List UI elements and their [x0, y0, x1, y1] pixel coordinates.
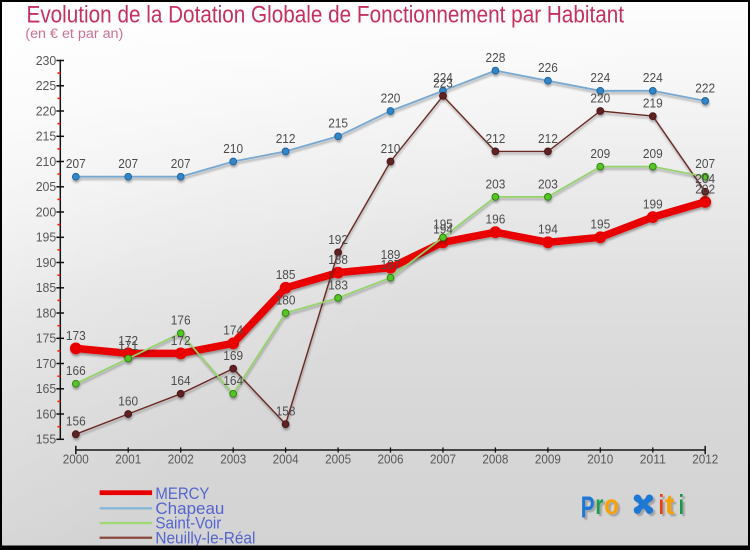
svg-text:203: 203: [486, 176, 506, 191]
svg-text:204: 204: [695, 171, 715, 186]
svg-text:2008: 2008: [482, 452, 508, 467]
svg-text:210: 210: [223, 141, 243, 156]
svg-text:172: 172: [118, 333, 138, 348]
svg-text:171: 171: [118, 338, 138, 353]
svg-text:207: 207: [66, 156, 86, 171]
svg-text:2010: 2010: [587, 452, 613, 467]
svg-text:189: 189: [381, 247, 401, 262]
svg-text:228: 228: [486, 50, 506, 65]
svg-text:200: 200: [36, 204, 57, 219]
svg-text:219: 219: [643, 96, 663, 111]
svg-text:173: 173: [66, 328, 86, 343]
svg-text:158: 158: [276, 404, 296, 419]
svg-text:180: 180: [276, 292, 296, 307]
svg-text:190: 190: [36, 255, 57, 270]
svg-text:224: 224: [643, 70, 663, 85]
svg-text:169: 169: [223, 348, 243, 363]
svg-text:i: i: [659, 489, 664, 520]
svg-text:i: i: [679, 489, 684, 520]
svg-text:215: 215: [328, 116, 348, 131]
svg-text:209: 209: [590, 146, 610, 161]
svg-text:226: 226: [538, 60, 558, 75]
svg-text:2001: 2001: [115, 452, 141, 467]
svg-text:187: 187: [381, 257, 401, 272]
svg-text:185: 185: [276, 267, 296, 282]
svg-text:220: 220: [36, 103, 57, 118]
svg-text:222: 222: [695, 80, 715, 95]
svg-text:224: 224: [433, 70, 453, 85]
svg-text:Saint-Voir: Saint-Voir: [155, 514, 221, 533]
svg-text:165: 165: [36, 381, 57, 396]
svg-text:223: 223: [433, 75, 453, 90]
svg-text:2004: 2004: [273, 452, 299, 467]
svg-text:202: 202: [695, 181, 715, 196]
svg-text:207: 207: [171, 156, 191, 171]
svg-text:174: 174: [223, 323, 243, 338]
svg-text:o: o: [604, 489, 619, 520]
svg-text:2009: 2009: [535, 452, 561, 467]
svg-text:2002: 2002: [168, 452, 194, 467]
svg-text:t: t: [665, 489, 675, 520]
svg-text:155: 155: [36, 432, 57, 447]
svg-text:160: 160: [118, 393, 138, 408]
svg-text:156: 156: [66, 414, 86, 429]
svg-text:MERCY: MERCY: [155, 484, 209, 503]
svg-text:195: 195: [590, 217, 610, 232]
svg-text:172: 172: [171, 333, 191, 348]
svg-text:220: 220: [381, 90, 401, 105]
svg-text:188: 188: [328, 252, 348, 267]
svg-text:2012: 2012: [692, 452, 718, 467]
svg-text:212: 212: [538, 131, 558, 146]
svg-text:2006: 2006: [378, 452, 404, 467]
svg-text:(en € et par an): (en € et par an): [25, 26, 123, 42]
svg-text:209: 209: [643, 146, 663, 161]
svg-text:170: 170: [36, 356, 57, 371]
svg-text:205: 205: [36, 179, 57, 194]
svg-text:224: 224: [590, 70, 610, 85]
svg-text:203: 203: [538, 176, 558, 191]
svg-text:210: 210: [381, 141, 401, 156]
svg-text:207: 207: [695, 156, 715, 171]
svg-text:183: 183: [328, 277, 348, 292]
svg-text:2007: 2007: [430, 452, 456, 467]
svg-text:192: 192: [328, 232, 348, 247]
svg-text:195: 195: [36, 230, 57, 245]
svg-text:220: 220: [590, 90, 610, 105]
svg-text:212: 212: [486, 131, 506, 146]
svg-text:207: 207: [118, 156, 138, 171]
svg-text:Neuilly-le-Réal: Neuilly-le-Réal: [155, 528, 255, 547]
svg-text:160: 160: [36, 406, 57, 421]
svg-text:215: 215: [36, 129, 57, 144]
svg-text:194: 194: [433, 222, 453, 237]
svg-text:185: 185: [36, 280, 57, 295]
svg-text:166: 166: [66, 363, 86, 378]
svg-text:175: 175: [36, 331, 57, 346]
svg-text:P: P: [581, 490, 595, 524]
svg-text:196: 196: [486, 212, 506, 227]
svg-text:199: 199: [643, 197, 663, 212]
svg-text:195: 195: [433, 217, 453, 232]
svg-text:2003: 2003: [220, 452, 246, 467]
svg-text:2011: 2011: [640, 452, 666, 467]
svg-text:176: 176: [171, 313, 191, 328]
svg-text:194: 194: [538, 222, 558, 237]
svg-text:r: r: [595, 489, 603, 520]
svg-text:212: 212: [276, 131, 296, 146]
svg-text:210: 210: [36, 154, 57, 169]
svg-text:Evolution de la Dotation Globa: Evolution de la Dotation Globale de Fonc…: [27, 1, 625, 28]
svg-text:225: 225: [36, 78, 57, 93]
svg-text:Chapeau: Chapeau: [155, 499, 224, 518]
svg-text:2000: 2000: [63, 452, 89, 467]
svg-text:180: 180: [36, 305, 57, 320]
svg-text:2005: 2005: [325, 452, 351, 467]
svg-text:230: 230: [36, 53, 57, 68]
svg-text:164: 164: [171, 373, 191, 388]
svg-text:164: 164: [223, 373, 243, 388]
